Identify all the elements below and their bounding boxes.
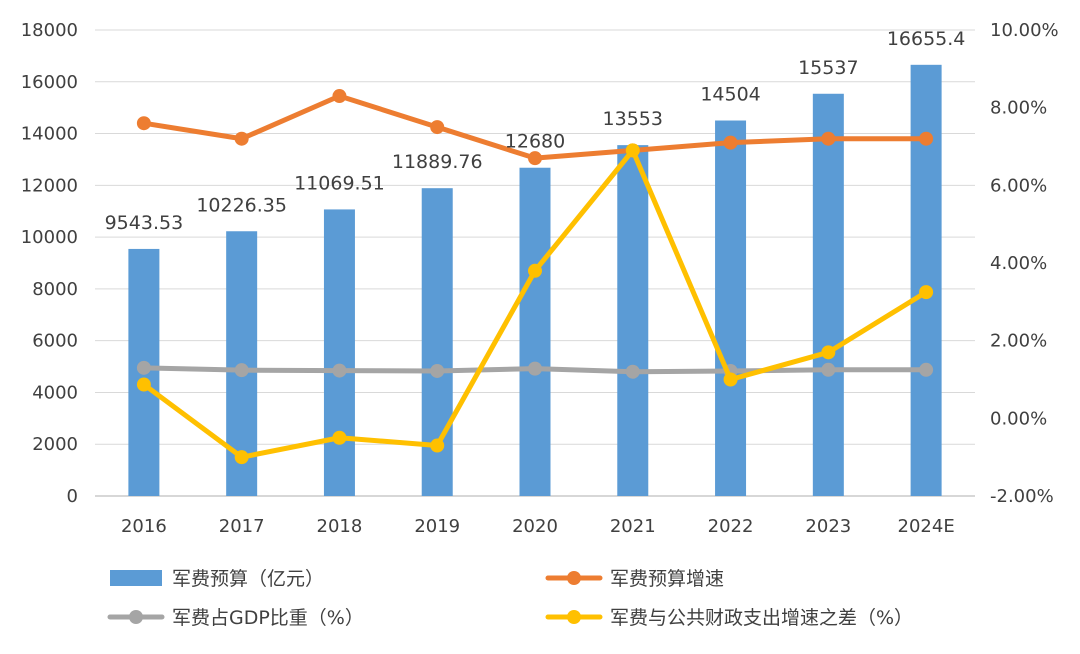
y-right-tick-label: 10.00%	[990, 20, 1059, 41]
y-right-tick-label: 6.00%	[990, 175, 1047, 196]
bar	[812, 93, 844, 496]
x-tick-label: 2018	[317, 516, 363, 537]
bar	[519, 167, 551, 496]
series-point	[919, 285, 934, 300]
y-left-tick-label: 2000	[32, 434, 78, 455]
series-point	[821, 362, 836, 377]
series-point	[821, 345, 836, 360]
legend-swatch-marker	[567, 610, 581, 624]
series-point	[919, 362, 934, 377]
x-tick-label: 2022	[708, 516, 754, 537]
series-point	[332, 430, 347, 445]
legend-swatch-bar	[110, 570, 162, 586]
y-left-tick-label: 6000	[32, 331, 78, 352]
series-point	[528, 361, 542, 376]
y-left-tick-label: 18000	[21, 20, 78, 41]
x-tick-label: 2021	[610, 516, 656, 537]
series-point	[528, 151, 542, 166]
series-point	[136, 116, 151, 131]
bar-data-label: 11889.76	[392, 151, 483, 173]
series-point	[430, 120, 445, 135]
y-right-tick-label: 2.00%	[990, 331, 1047, 352]
y-right-tick-label: 4.00%	[990, 253, 1047, 274]
legend-label: 军费预算（亿元）	[172, 568, 324, 590]
y-left-tick-label: 8000	[32, 279, 78, 300]
bar-data-label: 9543.53	[105, 212, 184, 234]
bar	[617, 145, 649, 497]
x-tick-label: 2024E	[898, 516, 955, 537]
series-point	[625, 143, 640, 158]
series-point	[136, 377, 151, 392]
y-left-tick-label: 0	[67, 486, 78, 507]
bar-data-label: 16655.4	[887, 28, 966, 50]
legend-swatch-marker	[129, 610, 143, 624]
legend-label: 军费与公共财政支出增速之差（%）	[610, 607, 913, 629]
bar	[910, 64, 942, 496]
legend-label: 军费占GDP比重（%）	[172, 607, 364, 629]
series-point	[234, 450, 249, 465]
x-tick-label: 2017	[219, 516, 265, 537]
y-right-tick-label: 0.00%	[990, 408, 1047, 429]
series-point	[332, 363, 347, 378]
bar-data-label: 12680	[505, 131, 565, 153]
x-tick-label: 2023	[805, 516, 851, 537]
bar-data-label: 11069.51	[294, 172, 385, 194]
y-left-tick-label: 14000	[21, 124, 78, 145]
x-tick-label: 2020	[512, 516, 558, 537]
y-left-tick-label: 10000	[21, 227, 78, 248]
series-point	[723, 372, 738, 387]
y-right-tick-label: -2.00%	[990, 486, 1054, 507]
legend-label: 军费预算增速	[610, 568, 724, 590]
series-point	[136, 360, 151, 375]
y-left-tick-label: 16000	[21, 72, 78, 93]
bar-data-label: 13553	[603, 108, 663, 130]
series-point	[723, 135, 738, 150]
legend-swatch-marker	[567, 571, 581, 585]
bar-data-label: 10226.35	[196, 194, 287, 216]
series-point	[234, 131, 249, 146]
x-tick-label: 2019	[414, 516, 460, 537]
series-point	[430, 363, 445, 378]
bar	[323, 209, 355, 497]
y-left-tick-label: 4000	[32, 382, 78, 403]
series-point	[332, 89, 347, 104]
series-point	[919, 131, 934, 146]
bar-data-label: 15537	[798, 57, 858, 79]
bar	[715, 120, 747, 496]
series-point	[528, 263, 542, 278]
y-left-tick-label: 12000	[21, 175, 78, 196]
bar-data-label: 14504	[700, 84, 760, 106]
series-point	[430, 438, 445, 453]
series-point	[821, 131, 836, 146]
series-point	[234, 363, 249, 378]
x-tick-label: 2016	[121, 516, 167, 537]
y-right-tick-label: 8.00%	[990, 98, 1047, 119]
series-point	[625, 364, 640, 379]
